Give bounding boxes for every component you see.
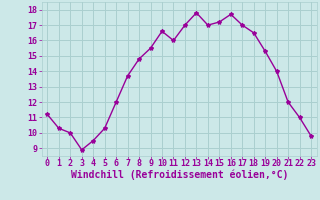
X-axis label: Windchill (Refroidissement éolien,°C): Windchill (Refroidissement éolien,°C) [70,169,288,180]
